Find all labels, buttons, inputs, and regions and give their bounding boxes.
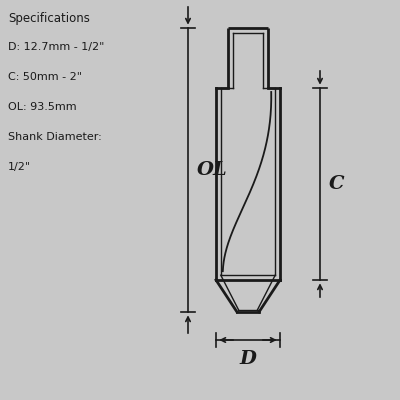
Text: D: 12.7mm - 1/2": D: 12.7mm - 1/2" bbox=[8, 42, 104, 52]
Text: OL: 93.5mm: OL: 93.5mm bbox=[8, 102, 77, 112]
Text: OL: OL bbox=[197, 161, 228, 179]
Text: Shank Diameter:: Shank Diameter: bbox=[8, 132, 102, 142]
Text: 1/2": 1/2" bbox=[8, 162, 31, 172]
Text: C: 50mm - 2": C: 50mm - 2" bbox=[8, 72, 82, 82]
Text: Specifications: Specifications bbox=[8, 12, 90, 25]
Text: D: D bbox=[240, 350, 256, 368]
Text: C: C bbox=[329, 175, 344, 193]
